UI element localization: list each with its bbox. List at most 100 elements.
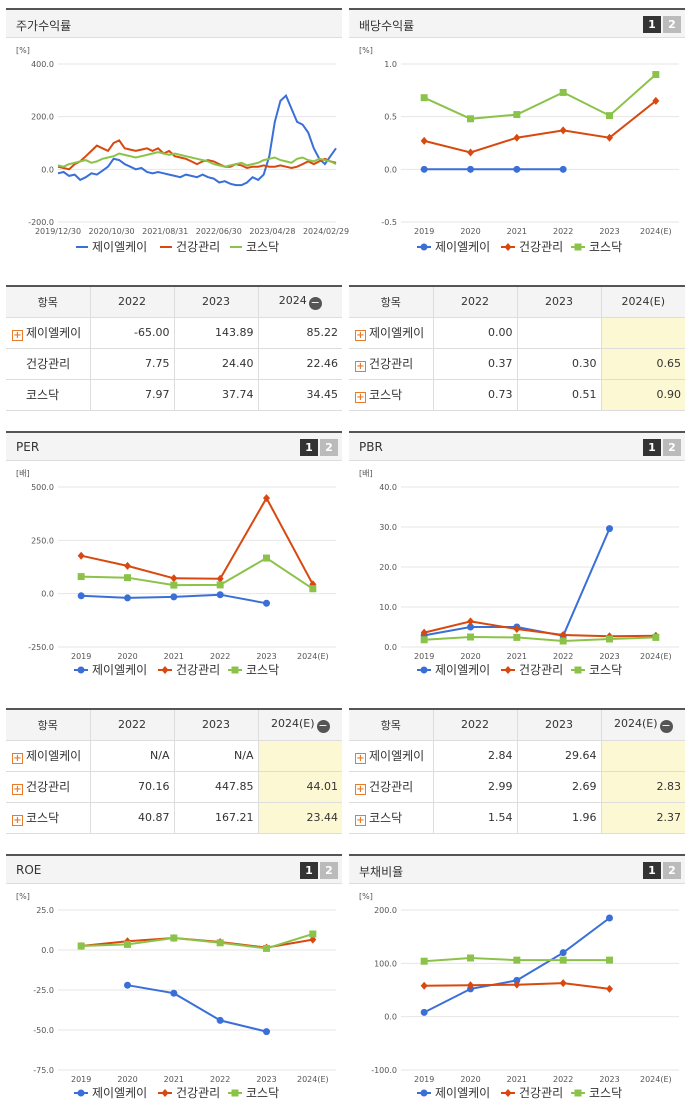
legend-swatch	[77, 1089, 85, 1097]
data-point	[559, 126, 567, 135]
legend-label[interactable]: 코스닥	[589, 663, 622, 677]
data-point	[467, 981, 474, 990]
legend-label[interactable]: 코스닥	[246, 663, 279, 677]
legend-label[interactable]: 건강관리	[176, 663, 220, 677]
chart-header: 부채비율 1 2	[349, 854, 685, 884]
row-label: 코스닥	[369, 388, 403, 402]
table-cell: N/A	[89, 740, 174, 772]
row-label: 제이엘케이	[26, 326, 82, 340]
legend-swatch	[504, 666, 512, 674]
x-tick-label: 2020	[460, 1075, 480, 1084]
legend-label[interactable]: 코스닥	[589, 1086, 622, 1100]
x-tick-label: 2022	[553, 227, 573, 236]
legend-swatch	[420, 666, 428, 674]
view-1-button[interactable]: 1	[300, 862, 318, 879]
data-point	[420, 628, 428, 637]
x-tick-label: 2024(E)	[640, 227, 672, 236]
data-point	[606, 112, 613, 120]
expand-icon[interactable]: +	[12, 330, 23, 341]
data-point	[513, 133, 521, 142]
data-point	[513, 165, 521, 173]
collapse-icon[interactable]: −	[659, 718, 673, 733]
data-point	[652, 96, 660, 105]
data-point	[124, 574, 131, 582]
x-tick-label: 2024(E)	[640, 652, 672, 661]
legend-label[interactable]: 건강관리	[519, 1086, 563, 1100]
view-2-button[interactable]: 2	[320, 862, 338, 879]
column-header: 2023	[173, 286, 258, 318]
legend-label[interactable]: 건강관리	[519, 240, 563, 254]
legend-swatch	[504, 243, 512, 251]
x-tick-label: 2022	[210, 1075, 230, 1084]
legend-label[interactable]: 제이엘케이	[92, 663, 147, 677]
row-label-cell: + 코스닥	[6, 802, 90, 834]
view-2-button[interactable]: 2	[663, 862, 681, 879]
view-1-button[interactable]: 1	[643, 16, 661, 33]
data-point	[124, 981, 131, 989]
y-tick-label: 100.0	[374, 959, 397, 968]
expand-icon[interactable]: +	[12, 753, 23, 764]
table-cell: 29.64	[516, 740, 601, 772]
y-unit-label: [%]	[359, 892, 373, 901]
legend-label[interactable]: 제이엘케이	[435, 1086, 490, 1100]
data-point	[216, 591, 224, 599]
view-2-button[interactable]: 2	[663, 439, 681, 456]
x-tick-label: 2024(E)	[297, 652, 329, 661]
expand-icon[interactable]: +	[355, 361, 366, 372]
legend-label[interactable]: 코스닥	[246, 240, 279, 254]
data-point	[467, 617, 474, 626]
legend-label[interactable]: 제이엘케이	[92, 1086, 147, 1100]
view-1-button[interactable]: 1	[643, 439, 661, 456]
view-1-button[interactable]: 1	[643, 862, 661, 879]
legend-swatch	[231, 666, 239, 674]
data-point	[606, 984, 613, 993]
y-unit-label: [배]	[16, 469, 30, 478]
column-header-label: 2024(E)	[621, 295, 666, 309]
legend-label[interactable]: 건강관리	[176, 240, 220, 254]
column-header: 2022	[432, 286, 517, 318]
row-label: 건강관리	[26, 780, 71, 794]
x-tick-label: 2022	[553, 1075, 573, 1084]
column-header-label: 2023	[545, 718, 573, 732]
expand-icon[interactable]: +	[355, 815, 366, 826]
x-tick-label: 2023/04/28	[249, 227, 295, 236]
x-tick-label: 2021	[507, 652, 527, 661]
row-label-cell: + 제이엘케이	[349, 317, 433, 349]
collapse-icon[interactable]: −	[316, 718, 330, 733]
expand-icon[interactable]: +	[355, 330, 366, 341]
legend-swatch	[161, 1089, 169, 1097]
expand-icon[interactable]: +	[355, 753, 366, 764]
view-2-button[interactable]: 2	[663, 16, 681, 33]
expand-icon[interactable]: +	[12, 784, 23, 795]
expand-icon[interactable]: +	[355, 392, 366, 403]
series-line-0	[57, 93, 337, 187]
legend-label[interactable]: 제이엘케이	[435, 240, 490, 254]
data-point	[606, 635, 613, 643]
table-cell: 44.01	[257, 771, 342, 803]
row-label: 제이엘케이	[369, 749, 425, 763]
y-tick-label: 500.0	[31, 483, 54, 492]
row-label-cell: + 제이엘케이	[349, 740, 433, 772]
row-label-cell: + 코스닥	[349, 802, 433, 834]
column-header: 항목	[349, 709, 433, 741]
legend-label[interactable]: 건강관리	[176, 1086, 220, 1100]
expand-icon[interactable]: +	[355, 784, 366, 795]
y-tick-label: 0.0	[41, 590, 54, 599]
column-header: 2022	[432, 709, 517, 741]
table-cell: 0.51	[516, 379, 601, 411]
view-1-button[interactable]: 1	[300, 439, 318, 456]
x-tick-label: 2022	[553, 652, 573, 661]
row-label: 건강관리	[369, 357, 414, 371]
collapse-icon[interactable]: −	[308, 295, 322, 310]
legend-label[interactable]: 건강관리	[519, 663, 563, 677]
y-tick-label: 250.0	[31, 536, 54, 545]
table-row: + 제이엘케이 2.84 29.64	[349, 740, 685, 772]
expand-icon[interactable]: +	[12, 815, 23, 826]
legend-label[interactable]: 제이엘케이	[435, 663, 490, 677]
view-2-button[interactable]: 2	[320, 439, 338, 456]
data-point	[216, 939, 224, 947]
data-table-t_pbr: 항목 2022 2023 2024(E) − + 제이엘케이 2.84 29.64 + 건강관리 2.…	[349, 708, 685, 834]
legend-label[interactable]: 코스닥	[589, 240, 622, 254]
legend-label[interactable]: 제이엘케이	[92, 240, 147, 254]
legend-label[interactable]: 코스닥	[246, 1086, 279, 1100]
